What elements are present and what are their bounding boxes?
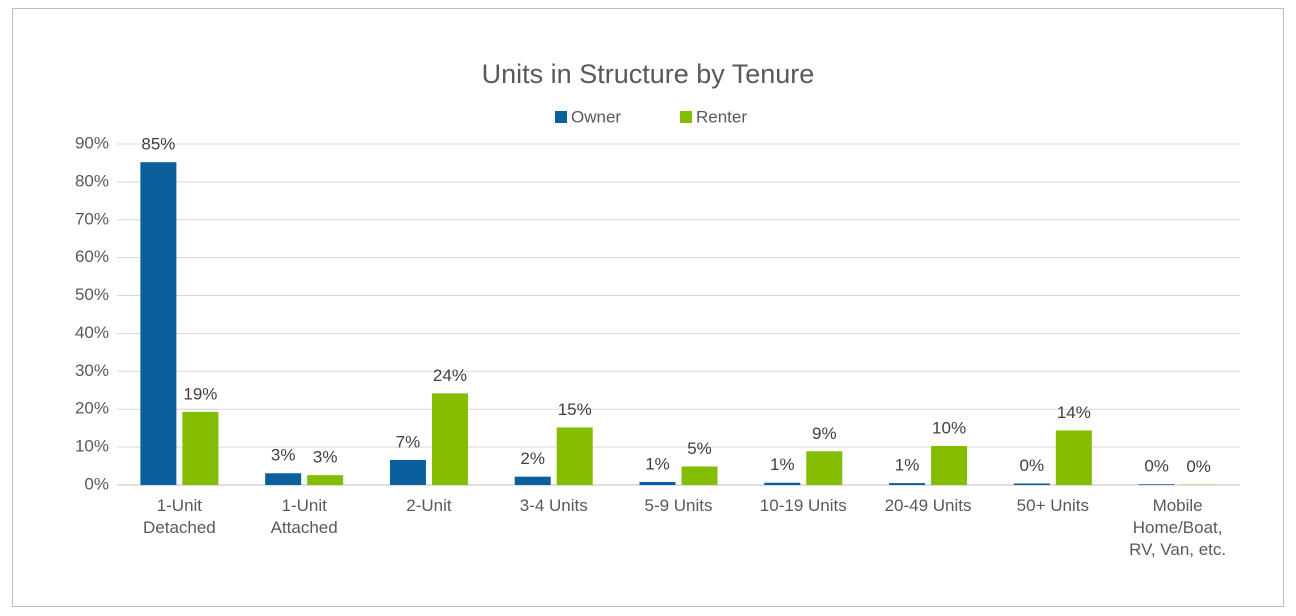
data-label: 85% [141, 135, 175, 154]
bar [556, 427, 593, 485]
bar [389, 459, 426, 485]
bar [806, 451, 843, 485]
data-label: 10% [932, 418, 966, 437]
legend-swatch [555, 111, 567, 123]
data-label: 3% [313, 448, 338, 467]
legend-swatch [680, 111, 692, 123]
data-label: 14% [1057, 403, 1091, 422]
data-label: 0% [1020, 456, 1045, 475]
bar [681, 466, 718, 485]
y-tick-label: 20% [75, 399, 109, 418]
chart-frame [12, 8, 1284, 607]
x-tick-label: 1-Unit Detached [142, 496, 216, 537]
bar [307, 475, 344, 485]
data-label: 15% [558, 400, 592, 419]
bar [639, 481, 676, 485]
chart-title: Units in Structure by Tenure [482, 59, 815, 89]
y-tick-label: 70% [75, 209, 109, 228]
bar [1013, 483, 1050, 485]
x-tick-label: 2-Unit [406, 496, 452, 515]
y-tick-label: 40% [75, 323, 109, 342]
y-tick-label: 50% [75, 285, 109, 304]
x-tick-label: Mobile Home/Boat, RV, Van, etc. [1129, 496, 1227, 559]
bar [1138, 484, 1175, 485]
bar [514, 476, 551, 485]
data-label: 9% [812, 424, 837, 443]
x-tick-label: 1-Unit Attached [270, 496, 338, 537]
data-label: 1% [770, 455, 795, 474]
x-tick-label: 3-4 Units [519, 496, 588, 515]
y-tick-label: 90% [75, 133, 109, 152]
x-tick-label: 5-9 Units [644, 496, 713, 515]
data-label: 1% [895, 456, 920, 475]
data-label: 5% [687, 439, 712, 458]
bar [931, 445, 968, 485]
y-tick-label: 80% [75, 171, 109, 190]
bar [764, 482, 801, 485]
bar [265, 473, 302, 485]
x-tick-label: 20-49 Units [884, 496, 972, 515]
y-tick-label: 60% [75, 247, 109, 266]
data-label: 24% [433, 366, 467, 385]
y-tick-label: 30% [75, 361, 109, 380]
data-label: 0% [1186, 457, 1211, 476]
bar [889, 483, 926, 485]
y-tick-label: 0% [84, 474, 109, 493]
data-label: 1% [645, 454, 670, 473]
x-tick-label: 10-19 Units [759, 496, 847, 515]
bar [431, 393, 468, 485]
data-label: 7% [396, 432, 421, 451]
legend-label: Owner [571, 107, 621, 126]
legend-label: Renter [696, 107, 747, 126]
y-tick-label: 10% [75, 437, 109, 456]
data-label: 19% [183, 384, 217, 403]
bar [1055, 430, 1092, 485]
bar [140, 162, 177, 486]
data-label: 0% [1144, 457, 1169, 476]
data-label: 2% [520, 449, 545, 468]
bar [182, 411, 219, 485]
x-tick-label: 50+ Units [1016, 496, 1089, 515]
data-label: 3% [271, 446, 296, 465]
